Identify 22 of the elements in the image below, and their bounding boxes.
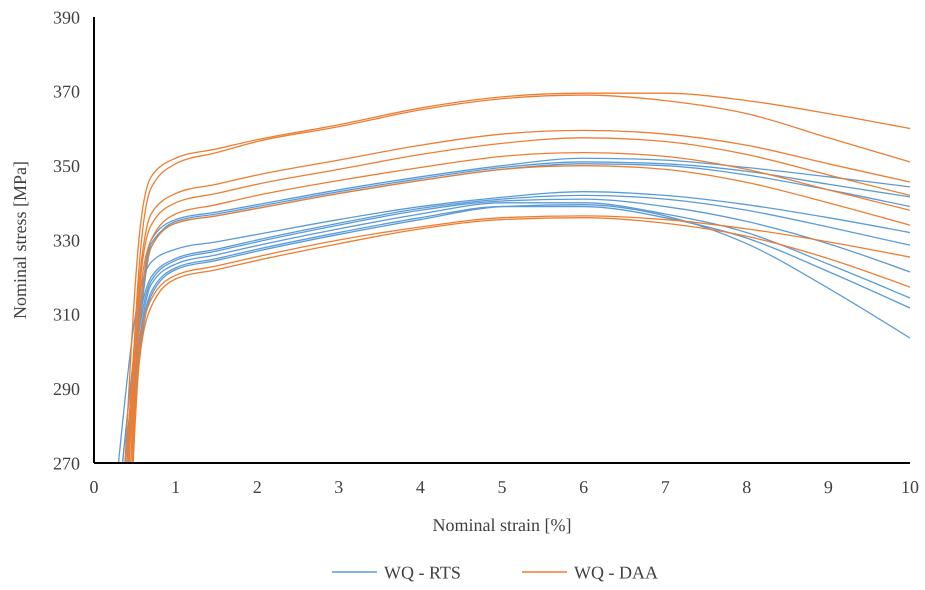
y-tick-label: 310 [53, 304, 80, 325]
x-tick-label: 0 [90, 477, 98, 497]
y-tick-label: 350 [53, 156, 80, 176]
x-tick-label: 6 [579, 477, 588, 497]
y-tick-label: 370 [53, 82, 80, 102]
legend-label: WQ - DAA [574, 562, 658, 582]
y-tick-label: 270 [53, 453, 80, 474]
x-tick-label: 9 [824, 477, 833, 497]
x-tick-label: 5 [498, 477, 506, 497]
y-axis-title: Nominal stress [MPa] [10, 161, 30, 319]
x-tick-label: 10 [901, 477, 919, 497]
y-tick-label: 330 [53, 230, 80, 250]
x-tick-label: 4 [416, 477, 425, 497]
x-tick-label: 7 [660, 477, 670, 497]
x-tick-label: 2 [252, 477, 262, 497]
legend-label: WQ - RTS [384, 562, 461, 582]
x-axis-title: Nominal strain [%] [432, 515, 572, 535]
x-tick-label: 1 [171, 477, 180, 497]
x-tick-label: 3 [334, 477, 344, 497]
y-tick-label: 390 [53, 7, 80, 28]
y-tick-label: 290 [53, 378, 80, 399]
x-tick-label: 8 [742, 477, 752, 497]
